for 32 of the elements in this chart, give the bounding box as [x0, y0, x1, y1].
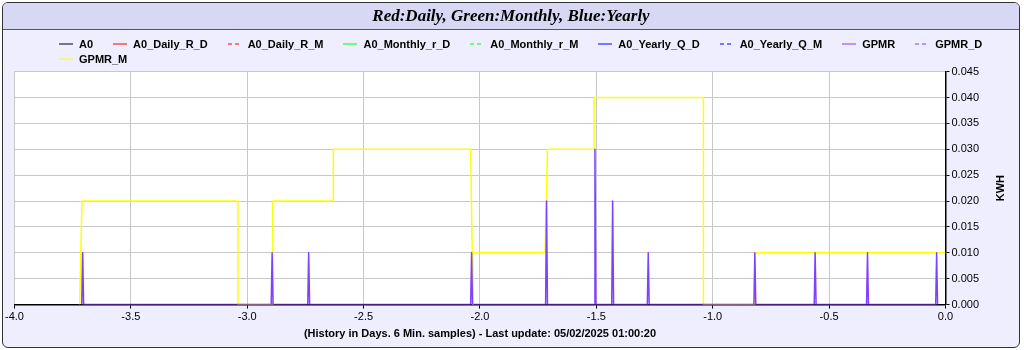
y-tick-label: 0.005 [951, 271, 979, 284]
x-tick-label: -2.5 [354, 310, 374, 323]
y-tick-label: 0.000 [951, 297, 979, 310]
x-tick-label: -3.0 [237, 310, 257, 323]
x-tick-label: -0.5 [819, 310, 839, 323]
legend-label: A0_Monthly_r_D [363, 38, 451, 50]
y-tick-label: 0.030 [951, 142, 979, 155]
chart-title: Red:Daily, Green:Monthly, Blue:Yearly [3, 3, 1019, 30]
legend-label: GPMR_D [935, 38, 983, 50]
x-tick-label: -4.0 [4, 310, 24, 323]
legend-label: A0_Yearly_Q_D [618, 38, 700, 50]
x-tick-label: -1.5 [586, 310, 606, 323]
legend-label: GPMR_M [79, 53, 128, 65]
x-tick-label: 0.0 [937, 310, 954, 323]
x-tick-label: -1.0 [703, 310, 723, 323]
legend-label: A0_Daily_R_M [247, 38, 324, 50]
x-tick-label: -3.5 [121, 310, 141, 323]
y-tick-label: 0.010 [951, 245, 979, 258]
legend-label: A0_Monthly_r_M [490, 38, 579, 50]
y-tick-label: 0.045 [951, 64, 979, 77]
y-tick-label: 0.040 [951, 90, 979, 103]
y-tick-label: 0.035 [951, 116, 979, 129]
y-tick-label: 0.020 [951, 194, 979, 207]
y-tick-label: 0.025 [951, 168, 979, 181]
legend-label: A0_Yearly_Q_M [739, 38, 823, 50]
legend-label: A0_Daily_R_D [133, 38, 208, 50]
legend-label: A0 [79, 38, 94, 50]
y-axis-title: KWH [994, 174, 1007, 202]
x-tick-label: -2.0 [470, 310, 490, 323]
legend-label: GPMR [862, 38, 896, 50]
x-axis-title: (History in Days. 6 Min. samples) - Last update: 05/02/2025 01:00:20 [303, 327, 657, 340]
y-tick-label: 0.015 [951, 219, 979, 232]
